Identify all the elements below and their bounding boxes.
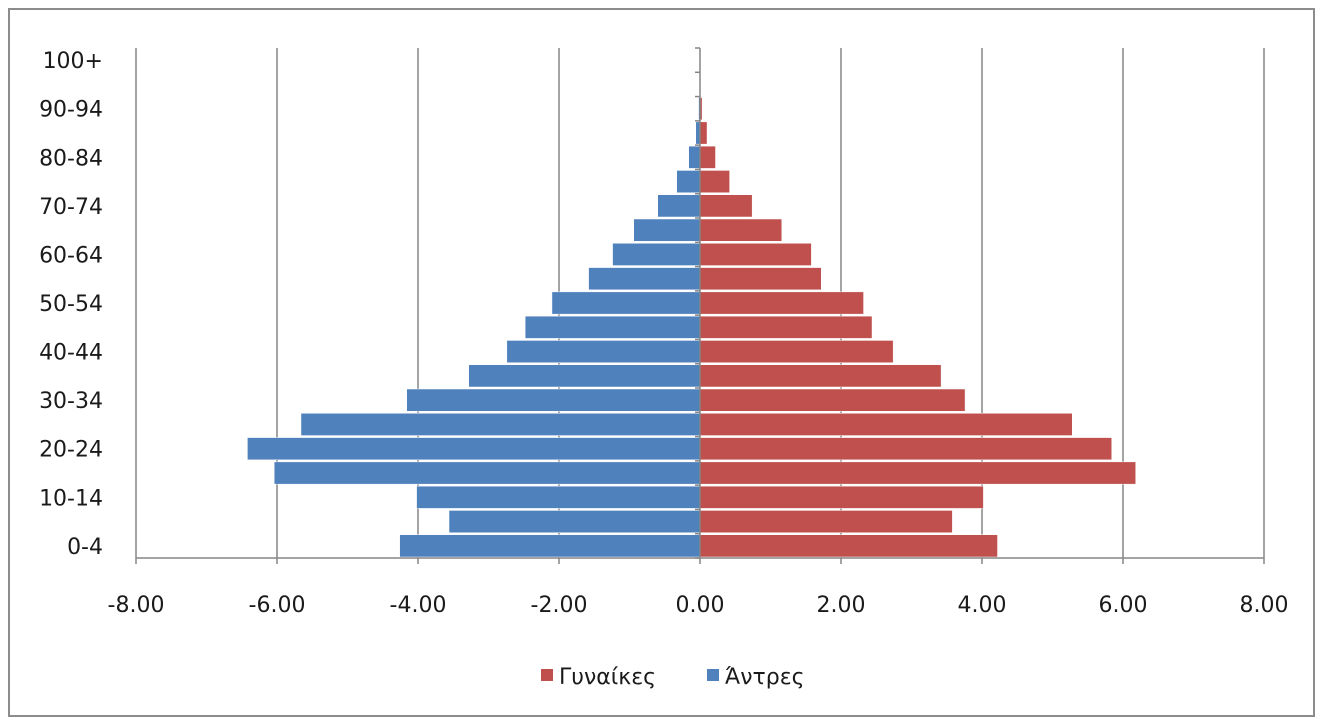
bar-women-5-9 bbox=[699, 510, 953, 533]
bar-men-70-74 bbox=[657, 194, 701, 218]
bar-women-75-79 bbox=[699, 170, 730, 193]
bar-men-60-64 bbox=[612, 243, 701, 266]
bar-men-0-4 bbox=[399, 534, 701, 558]
legend: Γυναίκες Άντρες bbox=[541, 665, 805, 690]
bar-men-45-49 bbox=[524, 315, 701, 339]
bar-women-15-19 bbox=[699, 461, 1136, 485]
bar-women-80-84 bbox=[699, 145, 716, 169]
x-tick-labels: -8.00 -6.00 -4.00 -2.00 0.00 2.00 4.00 6.00 8.00 bbox=[108, 593, 1289, 618]
y-tick-label: 80-84 bbox=[39, 146, 103, 171]
bar-women-40-44 bbox=[699, 340, 894, 363]
y-tick-label: 60-64 bbox=[39, 243, 103, 268]
x-tick-label: 0.00 bbox=[676, 593, 725, 618]
bar-women-65-69 bbox=[699, 218, 783, 242]
bar-men-5-9 bbox=[448, 510, 701, 533]
bar-men-75-79 bbox=[676, 170, 701, 193]
y-tick-label: 100+ bbox=[43, 49, 103, 74]
bar-men-15-19 bbox=[273, 461, 701, 485]
bar-women-20-24 bbox=[699, 437, 1112, 461]
x-tick-label: -8.00 bbox=[108, 593, 165, 618]
y-tick-label: 0-4 bbox=[67, 535, 103, 560]
bar-women-55-59 bbox=[699, 267, 822, 291]
y-tick-label: 10-14 bbox=[39, 486, 103, 511]
bar-women-10-14 bbox=[699, 485, 984, 509]
y-tick-label: 70-74 bbox=[39, 195, 103, 220]
bar-women-45-49 bbox=[699, 315, 873, 339]
bar-men-40-44 bbox=[506, 340, 701, 363]
legend-men-swatch bbox=[707, 669, 719, 681]
bar-women-25-29 bbox=[699, 413, 1073, 436]
y-tick-label: 40-44 bbox=[39, 341, 103, 366]
bar-women-85-89 bbox=[699, 121, 708, 145]
bar-women-0-4 bbox=[699, 534, 998, 558]
legend-women-label: Γυναίκες bbox=[559, 665, 656, 690]
bar-women-50-54 bbox=[699, 291, 864, 315]
legend-women-swatch bbox=[541, 669, 553, 681]
y-tick-label: 50-54 bbox=[39, 292, 103, 317]
bar-men-65-69 bbox=[633, 218, 701, 242]
bar-women-70-74 bbox=[699, 194, 753, 218]
x-tick-label: 2.00 bbox=[817, 593, 866, 618]
bar-women-30-34 bbox=[699, 388, 966, 412]
axes bbox=[135, 47, 1265, 564]
bar-men-55-59 bbox=[588, 267, 701, 291]
bars bbox=[247, 48, 1136, 558]
x-tick-label: 4.00 bbox=[958, 593, 1007, 618]
y-tick-label: 20-24 bbox=[39, 438, 103, 463]
bar-men-25-29 bbox=[300, 413, 701, 436]
bar-men-20-24 bbox=[247, 437, 701, 461]
bar-men-50-54 bbox=[551, 291, 701, 315]
bar-men-80-84 bbox=[688, 145, 701, 169]
bar-men-35-39 bbox=[468, 364, 701, 388]
y-tick-label: 30-34 bbox=[39, 389, 103, 414]
x-tick-label: 8.00 bbox=[1240, 593, 1289, 618]
bar-women-35-39 bbox=[699, 364, 942, 388]
bar-men-10-14 bbox=[416, 485, 701, 509]
x-tick-label: -4.00 bbox=[390, 593, 447, 618]
x-tick-label: -2.00 bbox=[531, 593, 588, 618]
x-tick-label: 6.00 bbox=[1099, 593, 1148, 618]
x-tick-label: -6.00 bbox=[249, 593, 306, 618]
bar-men-30-34 bbox=[406, 388, 701, 412]
legend-men-label: Άντρες bbox=[725, 665, 805, 690]
y-tick-label: 90-94 bbox=[39, 98, 103, 123]
y-tick-labels: 0-4 10-14 20-24 30-34 40-44 50-54 60-64 70-74 80… bbox=[39, 49, 103, 560]
bar-women-60-64 bbox=[699, 243, 812, 266]
